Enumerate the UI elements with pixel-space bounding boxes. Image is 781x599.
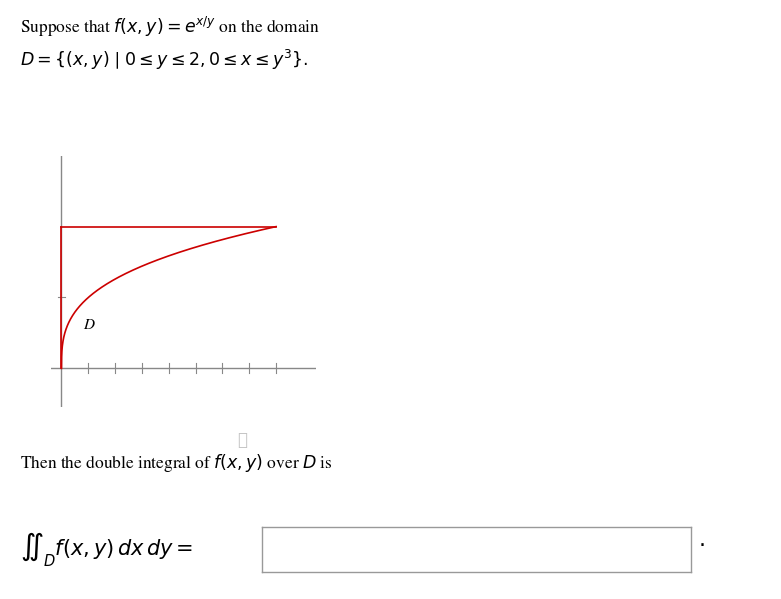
Text: Suppose that $f(x, y) = e^{x/y}$ on the domain: Suppose that $f(x, y) = e^{x/y}$ on the … bbox=[20, 15, 319, 39]
Text: $D = \{(x, y) \mid 0 \leq y \leq 2, 0 \leq x \leq y^3\}.$: $D = \{(x, y) \mid 0 \leq y \leq 2, 0 \l… bbox=[20, 48, 308, 72]
Text: D: D bbox=[83, 318, 94, 332]
Text: 🔍: 🔍 bbox=[237, 431, 247, 449]
Text: Then the double integral of $f(x, y)$ over $D$ is: Then the double integral of $f(x, y)$ ov… bbox=[20, 452, 332, 474]
Text: $\iint_D f(x, y)\,dx\,dy =$: $\iint_D f(x, y)\,dx\,dy =$ bbox=[20, 530, 193, 569]
Text: .: . bbox=[699, 530, 706, 550]
